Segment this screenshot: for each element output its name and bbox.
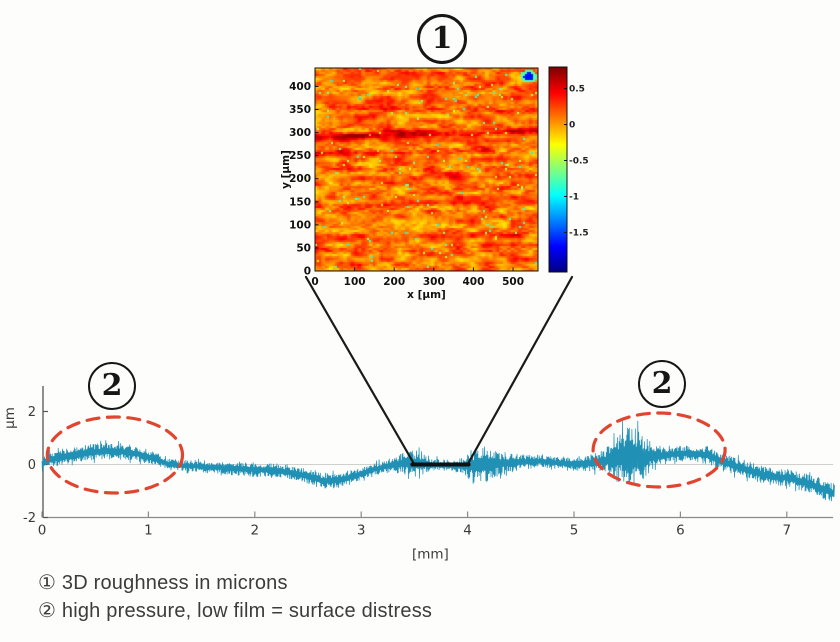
x-tick-label: 2 [251,523,260,539]
y-tick-label: 0 [28,458,36,473]
heatmap-y-tick-label: 400 [289,81,311,93]
caption-line-2: ② high pressure, low film = surface dist… [38,600,433,622]
roughness-trace [41,420,835,502]
profile-y-axis-label: μm [2,407,18,429]
heatmap-x-axis-label: x [μm] [407,289,446,301]
heatmap-x-tick-label: 400 [462,276,484,288]
connector-line-right [466,275,574,466]
caption-line-1: ① 3D roughness in microns [38,572,288,594]
heatmap-y-tick-label: 200 [289,173,311,185]
x-tick-label: 6 [676,523,685,539]
x-tick-label: 0 [38,523,47,539]
heatmap-x-tick-label: 0 [311,276,318,288]
colorbar-tick-label: 0 [569,121,575,131]
x-tick-label: 3 [357,523,366,539]
colorbar-gradient [549,67,567,272]
connector-line-left [304,275,416,466]
roughness-heatmap-image [315,68,538,271]
callout-1-badge: 1 [417,14,467,64]
heatmap-y-tick-label: 350 [289,104,311,116]
callout-2-badge-left: 2 [88,362,136,410]
heatmap-y-tick-label: 150 [289,196,311,208]
colorbar-tick-label: -0.5 [569,157,589,167]
heatmap-y-tick-label: 0 [304,266,311,278]
x-tick-label: 4 [463,523,472,539]
callout-2-badge-right: 2 [638,360,686,408]
heatmap-y-tick-label: 300 [289,127,311,139]
distress-region-ellipse [591,411,727,489]
heatmap-y-axis-label: y [μm] [280,150,292,189]
x-tick-label: 7 [783,523,792,539]
colorbar-tick-label: 0.5 [569,85,585,95]
y-tick-label: -2 [23,511,36,526]
colorbar-tick-label: -1.5 [569,228,589,238]
y-tick-label: 2 [28,405,36,420]
colorbar-tick-label: -1 [569,192,579,202]
distress-region-ellipse [45,415,185,495]
heatmap-x-tick-label: 300 [423,276,445,288]
heatmap-x-tick-label: 500 [502,276,524,288]
x-tick-label: 1 [144,523,153,539]
profile-x-axis-label: [mm] [412,547,449,563]
heatmap-y-tick-label: 250 [289,150,311,162]
heatmap-y-tick-label: 100 [289,219,311,231]
x-tick-label: 5 [570,523,579,539]
heatmap-y-tick-label: 50 [296,242,311,254]
heatmap-x-tick-label: 100 [344,276,366,288]
heatmap-x-tick-label: 200 [383,276,405,288]
